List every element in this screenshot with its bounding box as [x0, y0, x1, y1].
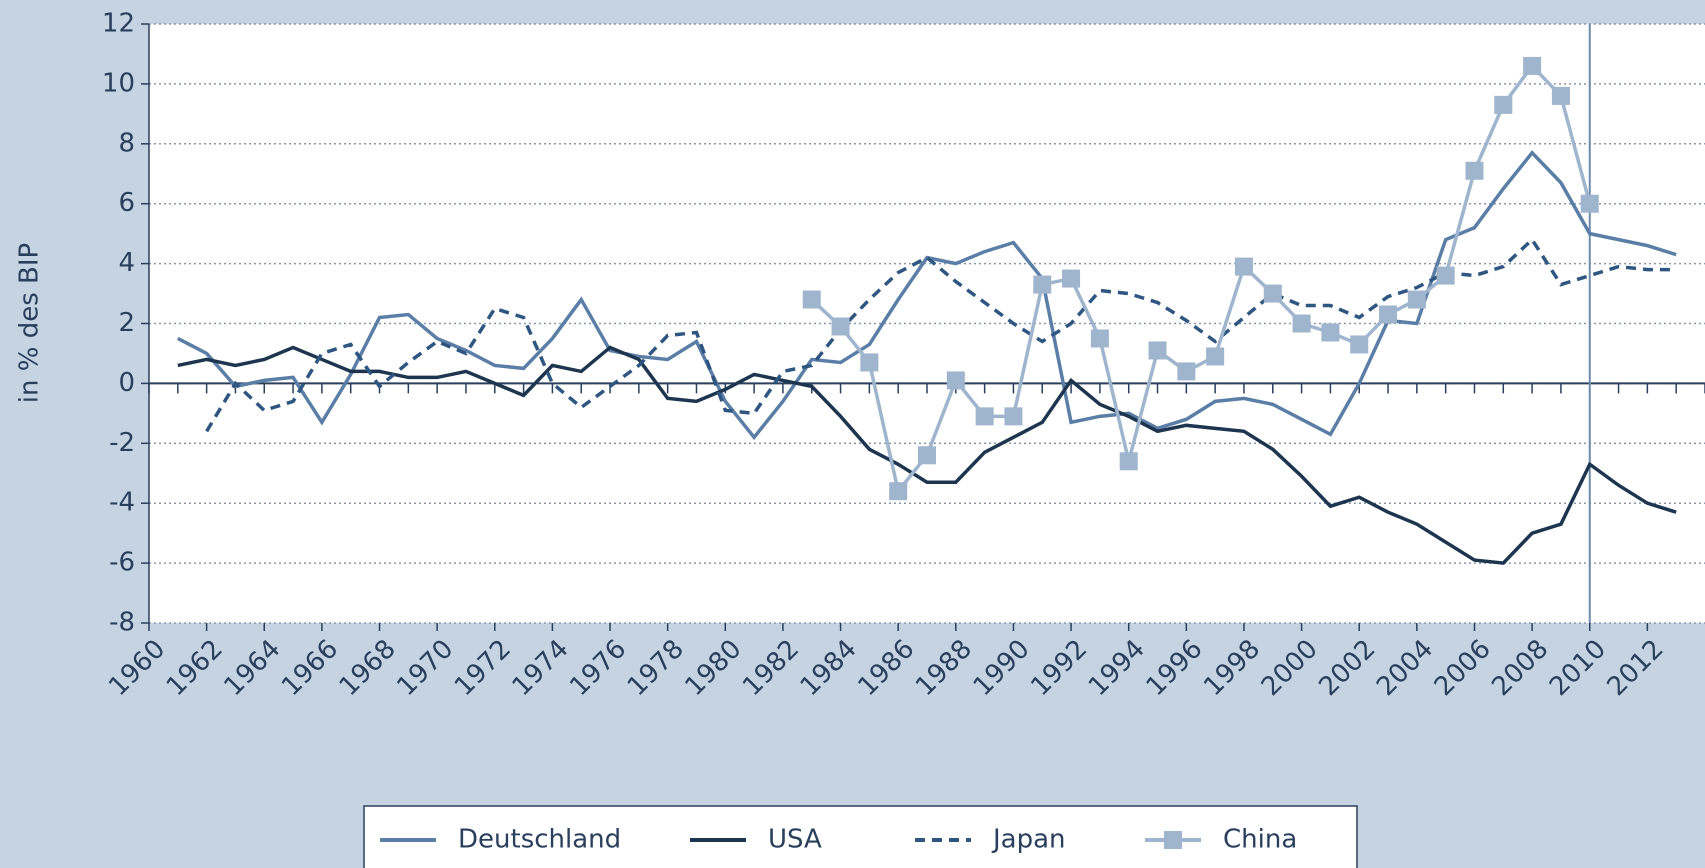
marker [1206, 347, 1225, 366]
marker [1407, 290, 1426, 309]
legend [363, 805, 1358, 868]
x-tick-label: 2012 [1602, 634, 1670, 702]
marker [1263, 284, 1282, 303]
y-axis-label: in % des BIP [15, 243, 45, 403]
x-tick-label: 1988 [910, 634, 978, 702]
x-tick-label: 1972 [449, 634, 517, 702]
y-tick-label: -4 [109, 488, 135, 518]
x-tick-label: 1978 [622, 634, 690, 702]
legend-label: China [1223, 825, 1297, 855]
x-tick-label: 1996 [1141, 634, 1209, 702]
marker [1234, 257, 1253, 276]
y-tick-label: 6 [118, 188, 135, 218]
marker [1523, 56, 1542, 75]
x-tick-label: 1980 [680, 634, 748, 702]
marker [1062, 269, 1081, 288]
legend-label: Japan [991, 825, 1066, 855]
marker [1580, 194, 1599, 213]
marker [1033, 275, 1052, 294]
marker [1321, 323, 1340, 342]
y-tick-label: 0 [118, 368, 135, 398]
x-tick-label: 2004 [1371, 634, 1439, 702]
x-tick-label: 1960 [103, 634, 171, 702]
x-tick-label: 2002 [1313, 634, 1381, 702]
x-tick-label: 1962 [161, 634, 229, 702]
marker [918, 446, 936, 465]
x-tick-label: 1986 [852, 634, 920, 702]
plot-area [149, 24, 1705, 623]
y-tick-label: -6 [109, 548, 135, 578]
series-line [177, 150, 1677, 441]
y-tick-label: 4 [118, 248, 135, 278]
y-tick-label: 12 [102, 9, 135, 39]
legend-label: Deutschland [458, 825, 621, 855]
y-tick-label: -8 [109, 608, 135, 638]
legend-label: USA [768, 825, 822, 855]
marker [1494, 95, 1513, 114]
marker [975, 407, 994, 426]
x-tick-label: 1976 [564, 634, 632, 702]
marker [802, 290, 821, 309]
y-tick-label: 10 [102, 68, 135, 98]
marker [1119, 452, 1138, 471]
marker [1177, 362, 1196, 381]
x-tick-label: 2000 [1256, 634, 1324, 702]
marker [831, 317, 850, 336]
y-tick-label: -2 [109, 428, 135, 458]
marker [1004, 407, 1023, 426]
marker [1379, 305, 1398, 324]
legend-marker [1164, 831, 1182, 849]
x-tick-label: 2008 [1486, 634, 1554, 702]
marker [1436, 266, 1455, 285]
marker [1292, 314, 1311, 333]
x-tick-label: 1982 [737, 634, 805, 702]
x-tick-label: 1998 [1198, 634, 1266, 702]
marker [1551, 86, 1570, 105]
marker [1350, 335, 1369, 354]
x-tick-label: 1984 [795, 634, 863, 702]
x-tick-label: 1992 [1025, 634, 1093, 702]
x-tick-label: 1970 [391, 634, 459, 702]
x-tick-label: 2010 [1544, 634, 1612, 702]
marker [889, 482, 908, 501]
x-tick-label: 1994 [1083, 634, 1151, 702]
x-tick-label: 1968 [334, 634, 402, 702]
marker [1090, 329, 1109, 348]
x-tick-label: 1964 [219, 634, 287, 702]
x-tick-label: 2006 [1429, 634, 1497, 702]
series-line [810, 63, 1592, 496]
marker [860, 353, 879, 372]
y-tick-label: 8 [118, 128, 135, 158]
marker [946, 371, 965, 390]
x-tick-label: 1966 [276, 634, 344, 702]
y-tick-label: 2 [118, 308, 135, 338]
x-tick-label: 1990 [968, 634, 1036, 702]
marker [1148, 341, 1167, 360]
marker [1465, 161, 1484, 180]
series-line [205, 236, 1677, 433]
x-tick-label: 1974 [507, 634, 575, 702]
series-line [177, 345, 1677, 565]
